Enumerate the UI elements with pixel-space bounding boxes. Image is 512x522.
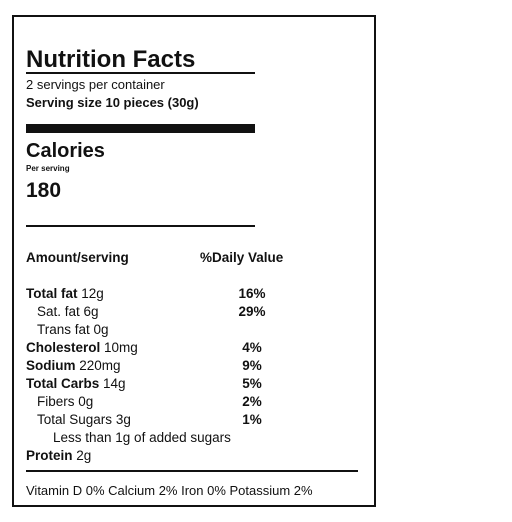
nutrient-name: Protein xyxy=(26,448,73,463)
daily-value: 9% xyxy=(242,358,262,373)
servings: 2 servings per container xyxy=(26,77,165,92)
nutrient-name: Total fat xyxy=(26,286,78,301)
nutrient-row: Sodium 220mg xyxy=(26,359,121,373)
calories-label: Calories xyxy=(26,140,105,162)
nutrient-amount: 3g xyxy=(115,412,131,427)
nutrient-name: Trans fat xyxy=(37,322,90,337)
nutrient-row: Sat. fat 6g xyxy=(37,305,99,319)
column-header: Amount/serving xyxy=(26,250,129,265)
nutrient-row: Protein 2g xyxy=(26,449,91,463)
daily-value: 16% xyxy=(238,286,266,301)
nutrient-amount: 12g xyxy=(81,286,104,301)
label-border xyxy=(12,15,376,507)
column-header: %Daily Value xyxy=(200,250,284,265)
nutrient-amount: 10mg xyxy=(104,340,138,355)
nutrient-row: Cholesterol 10mg xyxy=(26,341,138,355)
calories-value: 180 xyxy=(26,179,62,202)
nutrient-row: Total fat 12g xyxy=(26,287,104,301)
nutrient-name: Sat. fat xyxy=(37,304,80,319)
daily-value: 4% xyxy=(242,340,262,355)
footer: Vitamin D 0% Calcium 2% Iron 0% Potassiu… xyxy=(26,483,313,498)
rule xyxy=(26,225,255,227)
rule xyxy=(26,470,358,472)
daily-value: 29% xyxy=(238,304,266,319)
nutrient-amount: 14g xyxy=(103,376,126,391)
nutrient-name: Total Sugars xyxy=(37,412,113,427)
nutrient-amount: 2g xyxy=(76,448,92,463)
nutrient-note: Less than 1g of added sugars xyxy=(53,430,231,445)
nutrient-amount: 0g xyxy=(93,322,109,337)
daily-value: 2% xyxy=(242,394,262,409)
title: Nutrition Facts xyxy=(26,46,196,73)
nutrient-name: Fibers xyxy=(37,394,75,409)
nutrient-amount: 6g xyxy=(83,304,99,319)
nutrient-amount: 0g xyxy=(78,394,94,409)
daily-value: 5% xyxy=(242,376,262,391)
nutrient-row: Fibers 0g xyxy=(37,395,93,409)
nutrient-name: Total Carbs xyxy=(26,376,100,391)
nutrient-amount: 220mg xyxy=(79,358,121,373)
nutrient-row: Trans fat 0g xyxy=(37,323,109,337)
nutrient-row: Total Sugars 3g xyxy=(37,413,131,427)
per-serving: Per serving xyxy=(26,164,70,173)
thick-rule xyxy=(26,124,255,133)
nutrient-name: Sodium xyxy=(26,358,76,373)
nutrient-row: Total Carbs 14g xyxy=(26,377,126,391)
daily-value: 1% xyxy=(242,412,262,427)
serving-size: Serving size 10 pieces (30g) xyxy=(26,95,199,110)
rule xyxy=(26,72,255,74)
nutrient-name: Cholesterol xyxy=(26,340,101,355)
